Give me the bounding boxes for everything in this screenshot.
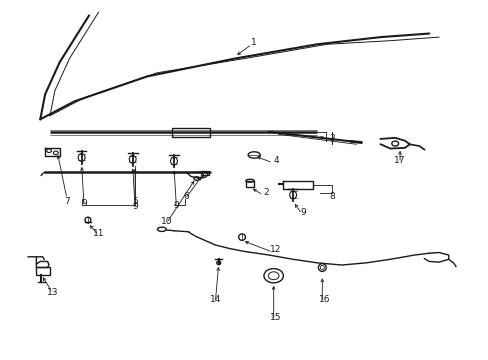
Text: 3: 3 [328,134,334,143]
Bar [201,171,209,175]
Text: 6: 6 [183,192,189,201]
Text: 14: 14 [209,295,221,304]
Ellipse shape [238,234,245,240]
Circle shape [46,149,51,153]
Text: 4: 4 [273,156,278,165]
Text: 7: 7 [64,197,70,206]
Text: 9: 9 [132,202,138,211]
Text: 1: 1 [251,38,257,47]
Ellipse shape [289,191,296,199]
Text: 5: 5 [132,197,138,206]
Text: 17: 17 [393,156,405,165]
Ellipse shape [129,156,136,163]
Text: 15: 15 [270,313,281,322]
Text: 10: 10 [161,217,172,226]
Text: 12: 12 [270,245,281,254]
Text: 13: 13 [46,288,58,297]
Text: 2: 2 [263,188,268,197]
Text: 11: 11 [93,229,104,238]
Bar [36,267,50,275]
Bar [171,128,210,137]
Text: 9: 9 [299,208,305,217]
Ellipse shape [194,177,200,180]
Ellipse shape [170,157,177,165]
Ellipse shape [85,217,91,223]
Circle shape [391,141,398,146]
Ellipse shape [78,154,85,161]
Circle shape [264,269,283,283]
Ellipse shape [245,179,254,182]
Text: 9: 9 [81,199,87,208]
Ellipse shape [216,261,220,265]
Text: 8: 8 [328,192,334,201]
Ellipse shape [318,264,325,271]
Ellipse shape [247,152,260,158]
Circle shape [53,151,58,155]
Text: 9: 9 [173,201,179,210]
Text: 16: 16 [318,295,330,304]
